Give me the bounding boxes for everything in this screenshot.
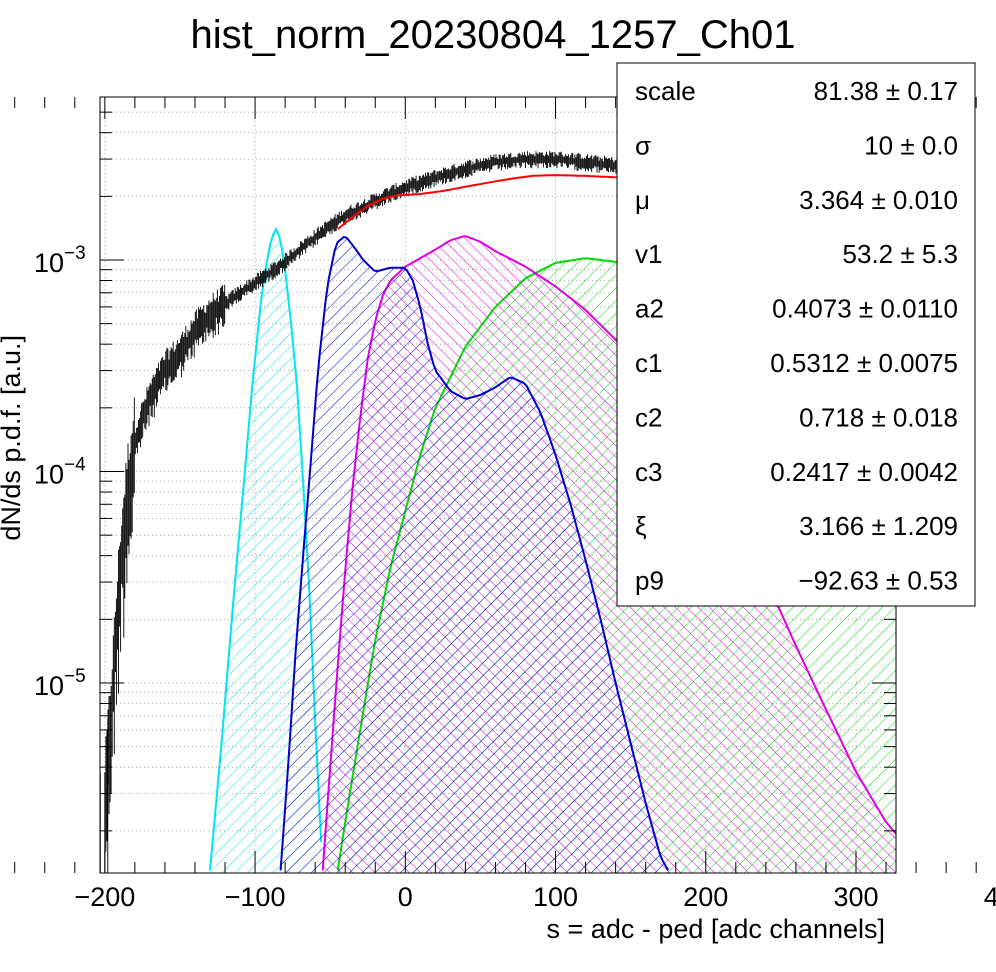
y-tick-label: 10−3 bbox=[34, 243, 86, 278]
x-tick-labels: −300−200−1000100200300400500 bbox=[74, 882, 996, 912]
stats-label: scale bbox=[635, 76, 696, 106]
stats-label: c1 bbox=[635, 348, 662, 378]
x-axis-label: s = adc - ped [adc channels] bbox=[547, 914, 885, 944]
stats-label: c3 bbox=[635, 457, 662, 487]
chart-title: hist_norm_20230804_1257_Ch01 bbox=[191, 13, 796, 57]
x-tick-label: 300 bbox=[833, 882, 878, 912]
stats-label: a2 bbox=[635, 294, 664, 324]
stats-label: μ bbox=[635, 185, 650, 215]
x-tick-label: −200 bbox=[74, 882, 135, 912]
y-axis-label: dN/ds p.d.f. [a.u.] bbox=[0, 335, 26, 541]
stats-value: 0.718 ± 0.018 bbox=[799, 402, 958, 432]
stats-value: 53.2 ± 5.3 bbox=[843, 239, 958, 269]
stats-box-frame bbox=[616, 62, 976, 607]
fit-stats-box: scale 81.38 ± 0.17 σ 10 ± 0.0 μ 3.364 ± 0.010… bbox=[616, 62, 976, 607]
x-tick-label: 400 bbox=[984, 882, 996, 912]
x-tick-label: 100 bbox=[533, 882, 578, 912]
stats-label: ξ bbox=[635, 511, 647, 541]
stats-label: σ bbox=[635, 130, 651, 160]
x-tick-label: 0 bbox=[398, 882, 413, 912]
stats-value: 10 ± 0.0 bbox=[864, 130, 958, 160]
series-pe1-line bbox=[279, 236, 670, 871]
x-tick-label: 200 bbox=[683, 882, 728, 912]
stats-value: 0.4073 ± 0.0110 bbox=[772, 294, 958, 324]
stats-value: 81.38 ± 0.17 bbox=[814, 76, 958, 106]
series-pe1-fill bbox=[280, 237, 669, 873]
x-tick-label: −100 bbox=[225, 882, 286, 912]
y-tick-label: 10−5 bbox=[34, 666, 86, 701]
stats-value: 0.2417 ± 0.0042 bbox=[770, 457, 958, 487]
stats-value: 3.166 ± 1.209 bbox=[799, 511, 958, 541]
y-tick-labels: 10−5 10−4 10−3 bbox=[34, 243, 86, 701]
stats-value: −92.63 ± 0.53 bbox=[798, 566, 958, 596]
stats-label: c2 bbox=[635, 402, 662, 432]
stats-value: 3.364 ± 0.010 bbox=[799, 185, 958, 215]
stats-value: 0.5312 ± 0.0075 bbox=[770, 348, 958, 378]
stats-label: v1 bbox=[635, 239, 662, 269]
y-tick-label: 10−4 bbox=[34, 455, 86, 490]
stats-label: p9 bbox=[635, 566, 664, 596]
